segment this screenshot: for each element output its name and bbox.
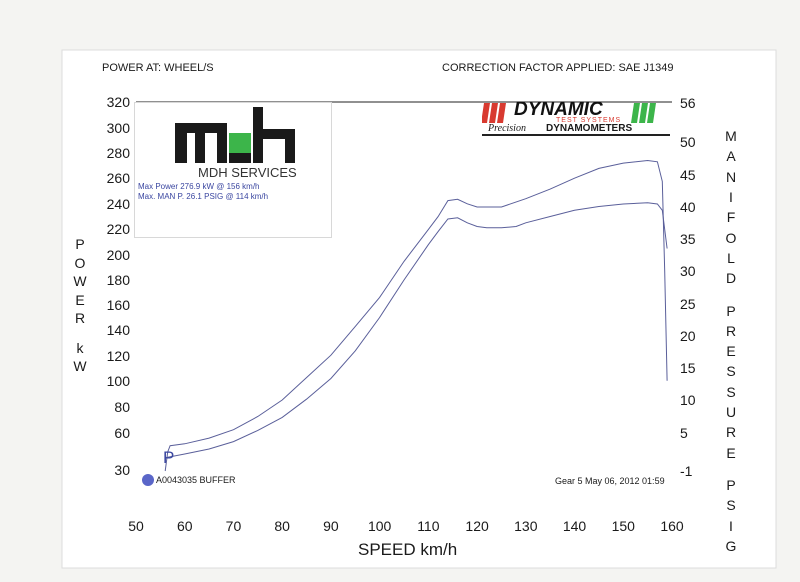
right-tick-25: 25 — [680, 296, 696, 312]
right-axis-ticks: 56 50 45 40 35 30 25 20 15 10 5 -1 — [680, 95, 696, 479]
right-tick--1: -1 — [680, 463, 693, 479]
x-tick-160: 160 — [660, 518, 684, 534]
axis-label-char: S — [726, 383, 736, 400]
buffer-marker-icon — [142, 474, 154, 486]
right-tick-15: 15 — [680, 360, 696, 376]
axis-label-char: E — [75, 291, 85, 308]
axis-label-char: R — [74, 310, 86, 326]
right-tick-50: 50 — [680, 134, 696, 150]
axis-label-char: O — [74, 254, 86, 271]
axis-label-char: k — [76, 339, 84, 356]
series-line-power — [165, 202, 668, 459]
series-group — [164, 159, 668, 472]
axis-label-char: O — [725, 229, 737, 246]
mdh-logo-icon — [175, 107, 295, 163]
left-tick-80: 80 — [114, 399, 130, 415]
left-tick-60: 60 — [114, 425, 130, 441]
brand-name: DYNAMIC — [514, 99, 603, 120]
axis-label-char: L — [727, 249, 735, 266]
axis-label-char: N — [725, 168, 737, 185]
left-tick-320: 320 — [107, 94, 131, 110]
axis-label-char: S — [726, 497, 736, 514]
axis-label-char: E — [726, 444, 736, 461]
axis-label-char: I — [729, 188, 733, 205]
x-axis-ticks: 50 60 70 80 90 100 110 120 130 140 150 160 — [128, 518, 684, 534]
x-tick-120: 120 — [465, 518, 489, 534]
right-tick-30: 30 — [680, 263, 696, 279]
left-tick-30: 30 — [114, 462, 130, 478]
x-tick-70: 70 — [226, 518, 242, 534]
axis-label-char: U — [725, 404, 737, 421]
right-tick-10: 10 — [680, 392, 696, 408]
left-tick-180: 180 — [107, 272, 131, 288]
x-tick-80: 80 — [274, 518, 290, 534]
right-tick-40: 40 — [680, 199, 696, 215]
x-tick-60: 60 — [177, 518, 193, 534]
max-stats: Max Power 276.9 kW @ 156 km/h Max. MAN P… — [138, 182, 268, 202]
axis-label-char: P — [726, 302, 736, 319]
axis-label-char: W — [73, 358, 87, 375]
axis-label-char: S — [726, 363, 736, 380]
left-tick-160: 160 — [107, 297, 131, 313]
x-tick-90: 90 — [323, 518, 339, 534]
axis-label-char: D — [725, 270, 737, 287]
axis-label-char: F — [726, 209, 736, 226]
left-tick-100: 100 — [107, 373, 131, 389]
footer-right: Gear 5 May 06, 2012 01:59 — [555, 476, 665, 486]
max-power-line: Max Power 276.9 kW @ 156 km/h — [138, 182, 260, 191]
left-axis-ticks: 320 300 280 260 240 220 200 180 160 140 120 100 80 60… — [107, 94, 131, 478]
series-line-manifold-pressure — [164, 159, 668, 472]
brand-stripes-icon — [481, 103, 670, 136]
right-tick-20: 20 — [680, 328, 696, 344]
left-tick-120: 120 — [107, 348, 131, 364]
axis-label-char: G — [725, 538, 737, 555]
axis-label-char: I — [729, 517, 733, 534]
axis-label-char: P — [75, 236, 85, 252]
x-tick-150: 150 — [612, 518, 636, 534]
logo-box: MDH SERVICES — [134, 102, 332, 238]
axis-label-char: M — [725, 128, 737, 144]
right-tick-5: 5 — [680, 425, 688, 441]
x-axis-label: SPEED km/h — [358, 540, 458, 559]
start-marker: P — [163, 448, 175, 467]
brand-sub: TEST SYSTEMS — [556, 117, 622, 124]
header-left: POWER AT: WHEEL/S — [102, 62, 214, 74]
footer-left: A0043035 BUFFER — [156, 475, 236, 485]
left-tick-240: 240 — [107, 196, 131, 212]
axis-label-char: P — [726, 477, 736, 494]
right-tick-45: 45 — [680, 167, 696, 183]
x-tick-110: 110 — [417, 518, 440, 534]
logo-company: MDH SERVICES — [198, 165, 297, 180]
right-tick-56: 56 — [680, 95, 696, 111]
axis-label-char: E — [726, 343, 736, 360]
max-manp-line: Max. MAN P. 26.1 PSIG @ 114 km/h — [138, 192, 269, 201]
x-tick-50: 50 — [128, 518, 144, 534]
x-tick-130: 130 — [514, 518, 538, 534]
left-tick-140: 140 — [107, 322, 131, 338]
brand-tag1: Precision — [488, 123, 526, 134]
left-tick-300: 300 — [107, 120, 131, 136]
axis-label-char: W — [73, 273, 87, 289]
axis-label-char: A — [726, 148, 736, 165]
axis-label-char: R — [725, 424, 737, 441]
brand-tag2: DYNAMOMETERS — [546, 123, 633, 134]
brand-logo: DYNAMIC TEST SYSTEMS Precision DYNAMOMET… — [481, 99, 670, 137]
left-tick-260: 260 — [107, 170, 131, 186]
x-tick-100: 100 — [368, 518, 392, 534]
x-tick-140: 140 — [563, 518, 587, 534]
header-right: CORRECTION FACTOR APPLIED: SAE J1349 — [442, 62, 674, 74]
left-tick-200: 200 — [107, 247, 131, 263]
left-tick-220: 220 — [107, 221, 131, 237]
axis-label-char: R — [725, 322, 737, 339]
left-tick-280: 280 — [107, 145, 131, 161]
right-tick-35: 35 — [680, 231, 696, 247]
